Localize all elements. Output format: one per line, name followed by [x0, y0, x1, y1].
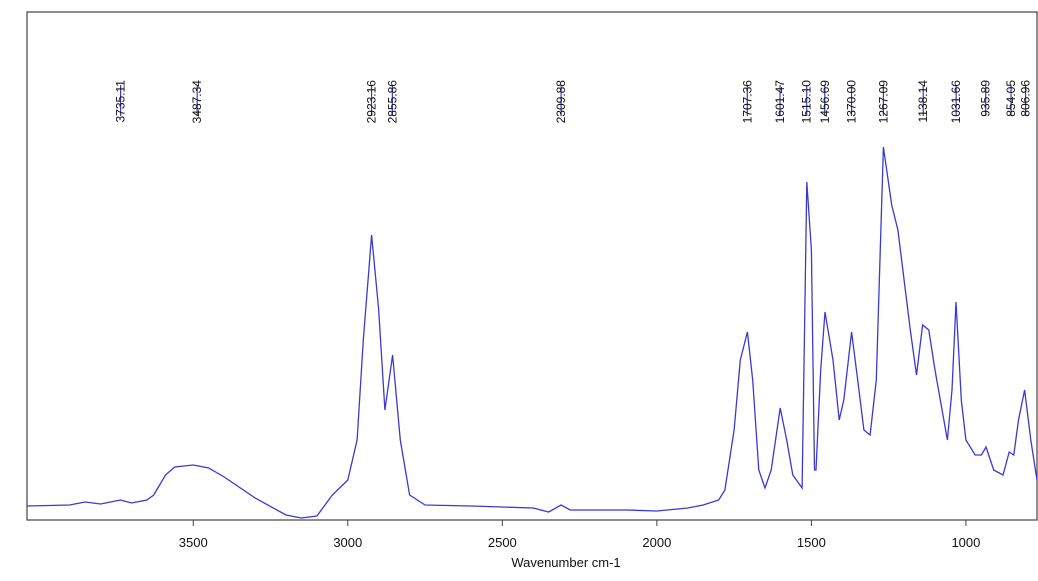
- plot-frame: [26, 11, 1038, 521]
- peak-label: 2923.16: [365, 80, 379, 124]
- x-tick-label: 3000: [333, 535, 362, 550]
- peak-label: 1370.00: [845, 80, 859, 124]
- x-tick-label: 2500: [488, 535, 517, 550]
- spectrum-line: [26, 146, 1038, 519]
- peak-label: 1456.69: [818, 80, 832, 124]
- peak-label: 1031.66: [949, 80, 963, 124]
- peak-label: 1707.36: [740, 80, 754, 124]
- x-axis-label: Wavenumber cm-1: [511, 555, 620, 570]
- peak-label: 3487.34: [190, 80, 204, 124]
- peak-label: 806.96: [1019, 80, 1033, 117]
- peak-label: 1601.47: [773, 80, 787, 124]
- x-tick-label: 1000: [951, 535, 980, 550]
- x-tick-label: 2000: [642, 535, 671, 550]
- peak-label: 854.05: [1004, 80, 1018, 117]
- peak-label: 935.89: [979, 80, 993, 117]
- peak-label: 2309.88: [554, 80, 568, 124]
- peak-label: 1267.09: [876, 80, 890, 124]
- x-tick-label: 3500: [179, 535, 208, 550]
- peak-label: 1515.10: [800, 80, 814, 124]
- peak-label: 3735.11: [114, 80, 128, 123]
- peak-label: 1138.14: [916, 80, 930, 123]
- peak-label: 2855.86: [385, 80, 399, 124]
- x-tick-label: 1500: [797, 535, 826, 550]
